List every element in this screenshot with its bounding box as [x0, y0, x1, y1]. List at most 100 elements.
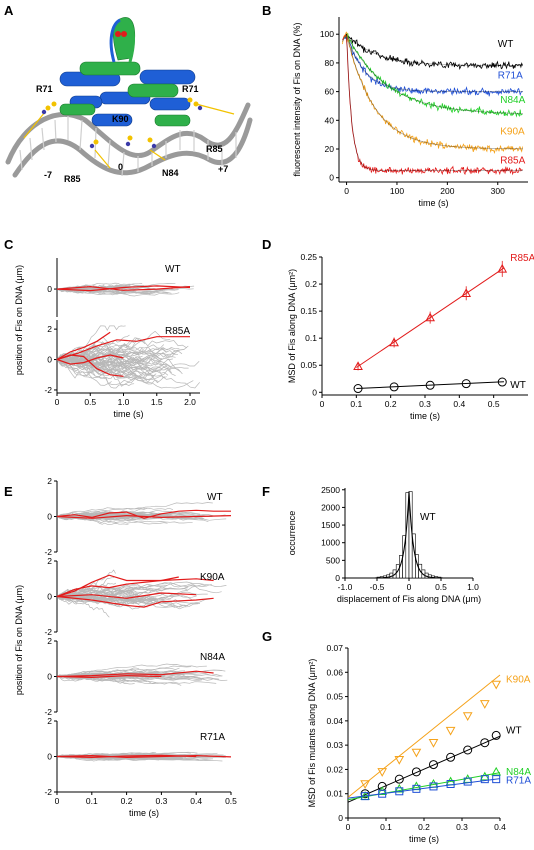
- series-label-r85a: R85A: [500, 155, 525, 166]
- grey-trajectory: [56, 354, 158, 365]
- data-point: [377, 786, 388, 795]
- y-tick-label: 60: [325, 87, 335, 97]
- grey-trajectory: [56, 593, 165, 602]
- data-point: [360, 780, 370, 790]
- data-point: [425, 312, 435, 322]
- dna-base-pairs: [19, 116, 237, 177]
- panel-e-wt-trajectories: -2 0 2 WT: [44, 476, 232, 557]
- x-tick-label: 100: [390, 186, 404, 196]
- red-trajectory: [56, 674, 162, 679]
- fit-line-k90a: [346, 34, 523, 150]
- panel-label-c: C: [4, 237, 14, 252]
- y-tick-label: 0.2: [305, 279, 317, 289]
- trajectory-label: K90A: [200, 572, 225, 583]
- y-tick-label: -2: [44, 707, 52, 717]
- grey-trajectory: [56, 358, 135, 389]
- residue-tag: N84: [162, 168, 179, 178]
- panel-e-k90a-trajectories: -2 0 2 K90A: [44, 556, 227, 637]
- data-point: [480, 775, 489, 784]
- y-axis-title: position of Fis on DNA (μm): [14, 265, 24, 375]
- data-point: [429, 760, 438, 770]
- y-tick-label: 0: [47, 355, 52, 365]
- residue-tag: R85: [64, 174, 81, 184]
- data-point: [446, 780, 455, 788]
- red-trajectory: [56, 578, 214, 598]
- series-label-wt: WT: [510, 380, 526, 391]
- x-tick-label: 0: [320, 399, 325, 409]
- grey-trajectory: [56, 596, 189, 608]
- y-tick-label: 0: [338, 813, 343, 823]
- y-tick-label: 0: [47, 672, 52, 682]
- y-tick-label: 2: [47, 324, 52, 334]
- series-label-k90a: K90A: [500, 127, 525, 138]
- x-tick-label: 1.0: [467, 582, 479, 592]
- x-tick-label: 0.5: [435, 582, 447, 592]
- protein-helices-green: [59, 17, 191, 127]
- data-point: [394, 756, 405, 765]
- fit-line-wt: [356, 381, 504, 390]
- trajectory-label: WT: [165, 264, 181, 275]
- protein-dna-structure-illustration: R71 R71 K90 R85 -7 R85 0 N84 +7: [5, 17, 253, 184]
- x-tick-label: 0.3: [456, 822, 468, 832]
- residue-tag: R71: [36, 84, 53, 94]
- x-tick-label: 2.0: [184, 397, 196, 407]
- x-tick-label: 300: [491, 186, 505, 196]
- x-tick-label: -0.5: [370, 582, 385, 592]
- red-marker-atom: [115, 31, 121, 37]
- y-tick-label: 2: [47, 636, 52, 646]
- data-point: [412, 784, 421, 793]
- series-label-r71a: R71A: [498, 71, 523, 82]
- grey-trajectory: [56, 358, 183, 378]
- residue-tag: +7: [218, 164, 228, 174]
- data-point: [491, 680, 502, 690]
- x-tick-label: 0.1: [350, 399, 362, 409]
- grey-trajectory: [56, 357, 172, 379]
- x-tick-label: 1.0: [118, 397, 130, 407]
- grey-trajectory: [56, 330, 171, 361]
- series-label-r85a: R85A: [510, 253, 534, 264]
- x-tick-label: 0.1: [380, 822, 392, 832]
- series-label-n84a: N84A: [500, 95, 525, 106]
- grey-trajectory: [56, 594, 110, 618]
- y-tick-label: 100: [320, 29, 334, 39]
- red-trajectory: [56, 592, 197, 599]
- panel-f-displacement-histogram: 0 500 1000 1500 2000 2500 -1.0 -0.5 0 0.5 1.0 displ…: [287, 485, 481, 604]
- data-point: [411, 748, 422, 758]
- protein-helices-blue: [59, 69, 196, 127]
- series-line-r71a: [342, 35, 523, 97]
- y-tick-label: 2000: [321, 502, 340, 512]
- fit-line-r71a: [347, 778, 501, 799]
- residue-tag: R85: [206, 144, 223, 154]
- y-tick-label: 0: [47, 592, 52, 602]
- x-tick-label: 0.4: [190, 796, 202, 806]
- x-tick-label: 0.5: [225, 796, 237, 806]
- data-point: [491, 766, 502, 776]
- grey-trajectory: [56, 594, 192, 603]
- x-tick-label: 0: [344, 186, 349, 196]
- fit-line-r71a: [346, 34, 523, 92]
- fit-line-r85a: [346, 34, 523, 171]
- red-trajectory: [56, 754, 232, 759]
- data-point: [446, 752, 456, 762]
- y-tick-label: 0.04: [326, 716, 343, 726]
- data-point: [497, 377, 507, 387]
- y-tick-label: 0.15: [300, 306, 317, 316]
- grey-trajectory: [56, 353, 125, 378]
- red-trajectory: [56, 331, 111, 361]
- x-tick-label: 0: [55, 397, 60, 407]
- y-tick-label: 0: [335, 573, 340, 583]
- trajectory-label: R85A: [165, 326, 190, 337]
- series-label-k90a: K90A: [506, 675, 531, 686]
- data-point: [377, 768, 388, 777]
- grey-trajectory: [56, 502, 213, 517]
- y-tick-label: 0.07: [326, 643, 343, 653]
- y-tick-label: 0.01: [326, 789, 343, 799]
- trajectory-label: N84A: [200, 652, 225, 663]
- red-trajectory: [56, 285, 191, 291]
- red-trajectory: [56, 595, 214, 608]
- y-tick-label: 0.03: [326, 740, 343, 750]
- y-tick-label: 2: [47, 556, 52, 566]
- x-axis-title: time (s): [114, 409, 144, 419]
